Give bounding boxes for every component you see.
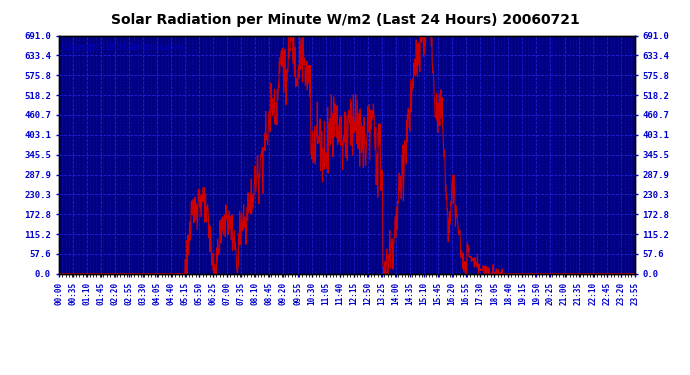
Text: Solar Radiation per Minute W/m2 (Last 24 Hours) 20060721: Solar Radiation per Minute W/m2 (Last 24… bbox=[110, 13, 580, 27]
Text: Copyright 2006 Cartronics.com: Copyright 2006 Cartronics.com bbox=[61, 43, 181, 52]
